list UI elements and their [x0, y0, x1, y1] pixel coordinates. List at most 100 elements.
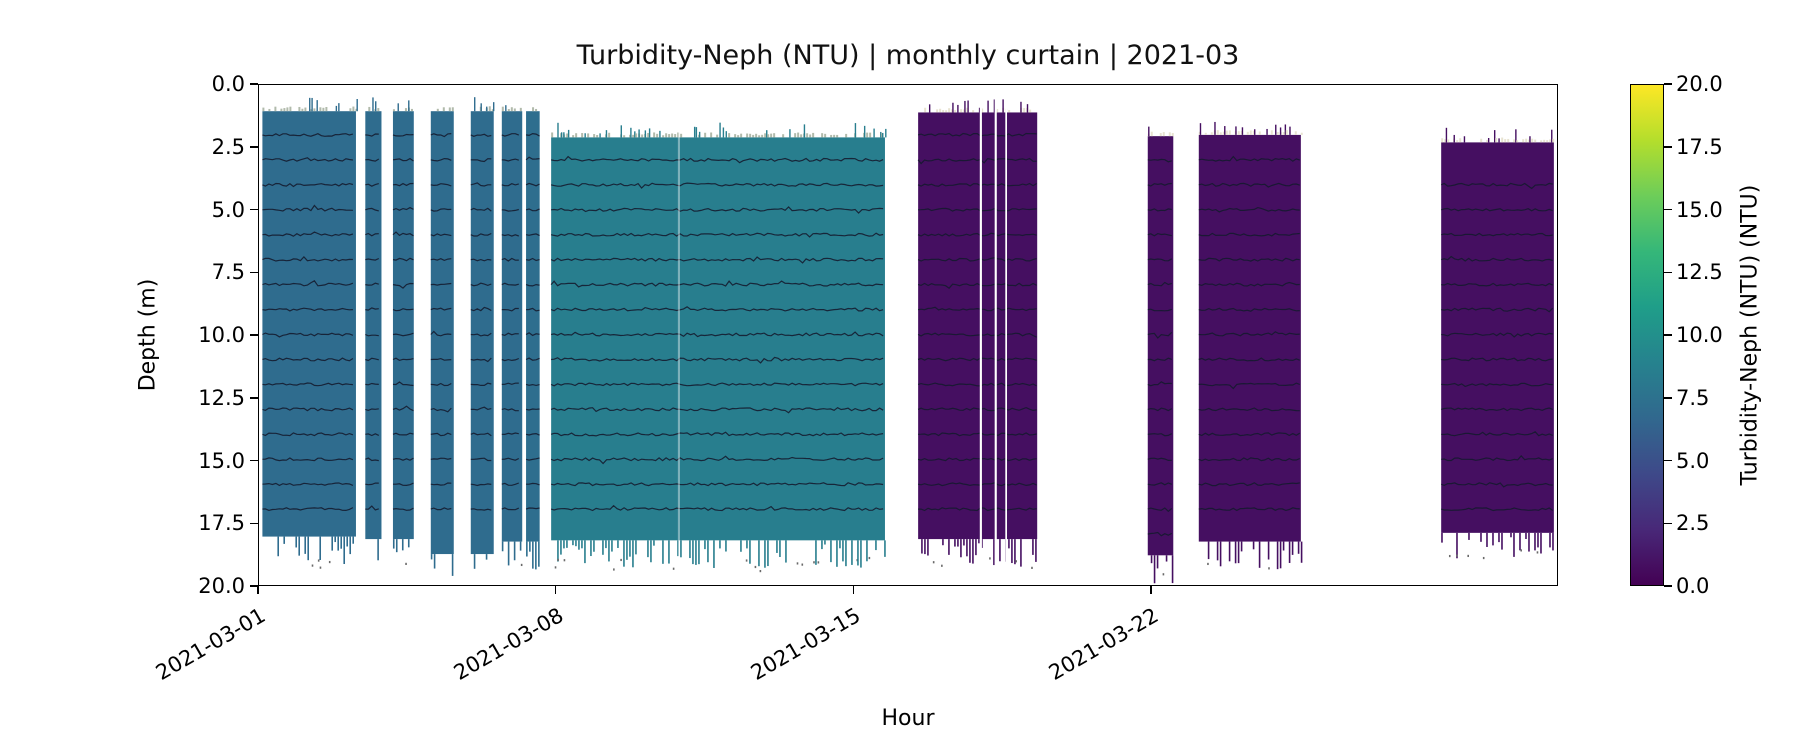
surface-noise — [392, 109, 395, 112]
trace-line — [470, 182, 492, 187]
surface-spike — [854, 123, 857, 138]
trace-line — [470, 133, 492, 137]
surface-spike — [644, 130, 647, 138]
surface-noise — [404, 108, 407, 112]
trace-line — [918, 306, 1037, 312]
trace-line — [365, 333, 379, 337]
surface-noise — [286, 107, 289, 112]
trace-line — [392, 308, 414, 312]
trace-line — [1147, 531, 1173, 537]
surface-spike — [928, 104, 931, 113]
bottom-streak — [725, 540, 727, 552]
bottom-streak — [924, 539, 926, 555]
trace-line — [918, 432, 1037, 437]
bottom-streak — [884, 540, 886, 557]
trace-line — [501, 408, 519, 412]
bottom-streak — [473, 554, 476, 569]
surface-noise — [377, 108, 380, 112]
bottom-streak — [647, 540, 649, 558]
trace-line — [430, 183, 452, 187]
bottom-streak — [921, 539, 923, 554]
trace-line — [392, 182, 414, 187]
surface-spike — [1463, 136, 1466, 143]
trace-line — [365, 482, 379, 486]
trace-line — [365, 408, 379, 412]
trace-line — [1147, 357, 1172, 362]
surface-noise — [448, 107, 451, 112]
surface-noise — [451, 107, 454, 112]
trace-line — [262, 457, 354, 462]
trace-line — [1198, 281, 1300, 287]
bottom-streak — [298, 536, 301, 556]
bottom-streak — [1216, 541, 1219, 561]
bottom-streak — [975, 539, 977, 556]
surface-spike — [957, 104, 959, 113]
bottom-streak — [605, 540, 607, 549]
bottom-streak — [1219, 541, 1222, 567]
trace-line — [550, 482, 884, 487]
surface-noise — [924, 107, 927, 113]
colorbar-label: Turbidity-Neph (NTU) (NTU) — [1737, 184, 1763, 486]
bottom-streak — [343, 536, 346, 565]
bottom-streak — [966, 539, 968, 557]
surface-spike — [1279, 127, 1282, 135]
trace-line — [550, 455, 884, 465]
surface-spike — [605, 130, 608, 138]
bottom-streak — [1237, 541, 1240, 564]
trace-line — [1198, 182, 1300, 188]
curtain-band — [551, 137, 885, 541]
surface-noise — [1501, 137, 1504, 143]
trace-line — [262, 332, 354, 338]
surface-noise — [1486, 139, 1489, 143]
surface-noise — [1531, 138, 1534, 143]
surface-spike — [338, 103, 340, 112]
bottom-streak — [501, 541, 504, 552]
bottom-streak — [1156, 555, 1159, 569]
surface-noise — [824, 133, 827, 138]
surface-spike — [719, 122, 721, 138]
surface-noise — [996, 108, 999, 113]
trace-line — [430, 208, 452, 212]
curtain-band — [262, 111, 356, 537]
trace-line — [550, 406, 884, 414]
surface-noise — [812, 132, 815, 138]
surface-noise — [936, 109, 939, 113]
trace-line — [550, 504, 884, 512]
trace-line — [430, 507, 452, 511]
surface-noise — [268, 108, 271, 112]
trace-line — [470, 282, 492, 287]
surface-noise — [1513, 139, 1516, 143]
surface-noise — [740, 133, 743, 138]
bottom-streak — [1501, 532, 1503, 550]
bottom-streak — [957, 539, 959, 547]
bottom-streak — [395, 539, 398, 553]
bottom-streak — [981, 539, 983, 548]
trace-line — [917, 457, 1037, 462]
surface-noise — [632, 134, 635, 138]
trace-line — [501, 282, 519, 286]
trace-line — [470, 406, 492, 411]
bottom-dot — [745, 559, 748, 562]
colorbar-tick-label: 10.0 — [1676, 323, 1723, 347]
surface-noise — [368, 106, 371, 112]
bottom-streak — [1456, 532, 1458, 559]
trace-line — [525, 357, 540, 361]
colorbar-tick-label: 5.0 — [1676, 448, 1710, 473]
trace-line — [262, 204, 353, 212]
trace-line — [1440, 182, 1553, 190]
trace-line — [501, 457, 520, 461]
surface-noise — [1294, 131, 1297, 135]
bottom-streak — [779, 540, 781, 557]
surface-spike — [1275, 124, 1277, 135]
trace-line — [1441, 232, 1553, 237]
trace-line — [525, 507, 540, 510]
surface-spike — [1235, 126, 1237, 135]
trace-line — [526, 132, 540, 137]
trace-line — [430, 157, 452, 162]
trace-line — [1147, 258, 1173, 262]
surface-spike — [1445, 127, 1448, 143]
trace-line — [525, 432, 540, 436]
trace-line — [551, 356, 884, 364]
surface-noise — [510, 107, 513, 112]
bottom-streak — [948, 539, 950, 555]
